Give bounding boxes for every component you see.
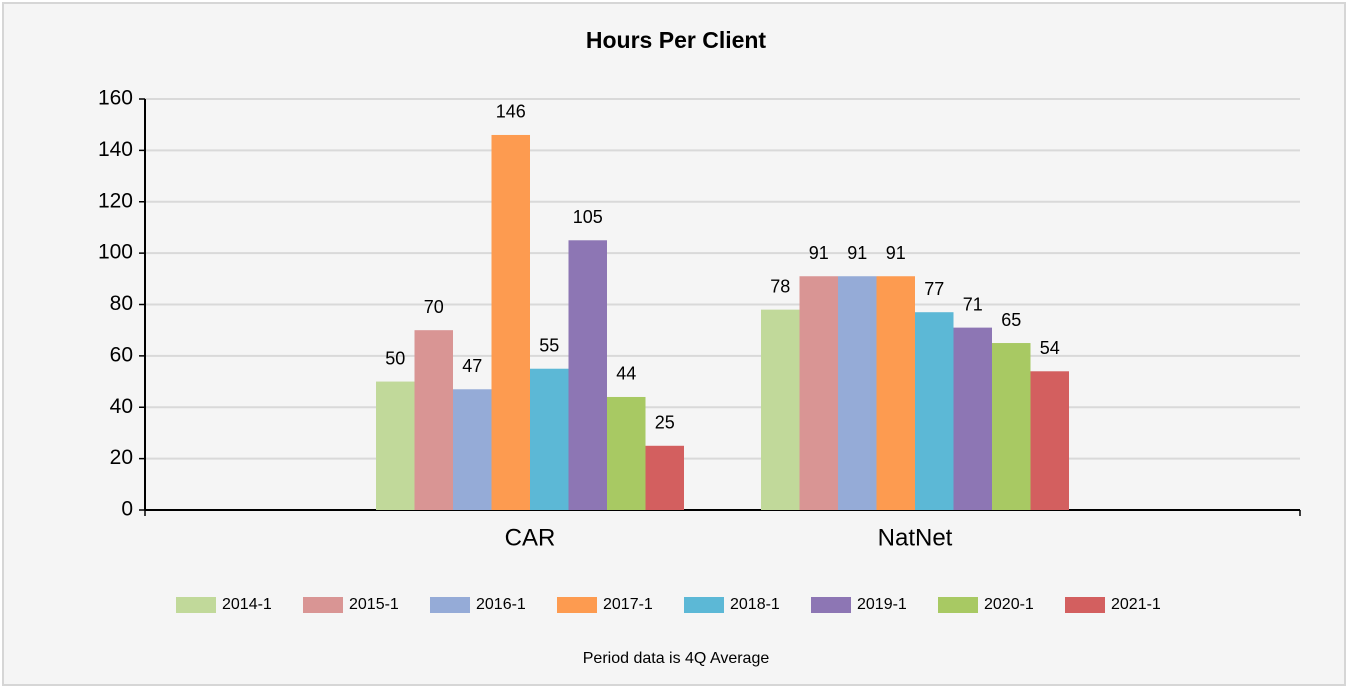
bar	[645, 445, 684, 510]
legend-label: 2014-1	[222, 596, 272, 613]
legend-label: 2016-1	[476, 596, 526, 613]
bar	[761, 309, 800, 510]
legend-label: 2017-1	[603, 596, 653, 613]
bar	[876, 276, 915, 510]
bar	[799, 276, 838, 510]
legend-label: 2015-1	[349, 596, 399, 613]
bar	[607, 396, 646, 510]
bar	[376, 381, 415, 510]
data-label: 146	[496, 102, 526, 122]
data-label: 91	[847, 243, 867, 263]
bar	[414, 330, 453, 510]
y-tick-label: 60	[110, 343, 133, 366]
data-label: 77	[924, 279, 944, 299]
data-label: 78	[770, 276, 790, 296]
y-tick-label: 40	[110, 395, 133, 418]
y-tick-label: 160	[98, 87, 133, 110]
bar	[915, 312, 954, 510]
legend-label: 2021-1	[1111, 596, 1161, 613]
legend-swatch	[303, 597, 343, 613]
y-tick-label: 100	[98, 241, 133, 264]
data-label: 55	[539, 335, 559, 355]
footnote: Period data is 4Q Average	[583, 650, 770, 667]
data-label: 105	[573, 207, 603, 227]
legend-swatch	[557, 597, 597, 613]
bar	[953, 327, 992, 510]
bar	[491, 134, 530, 510]
y-tick-label: 20	[110, 446, 133, 469]
legend-swatch	[1065, 597, 1105, 613]
bar	[838, 276, 877, 510]
bar	[992, 343, 1031, 510]
legend-label: 2020-1	[984, 596, 1034, 613]
legend-swatch	[430, 597, 470, 613]
data-label: 91	[886, 243, 906, 263]
bar	[530, 368, 569, 510]
data-label: 44	[616, 364, 636, 384]
legend-swatch	[176, 597, 216, 613]
chart-title: Hours Per Client	[586, 27, 767, 53]
y-tick-label: 0	[121, 498, 133, 521]
legend-swatch	[684, 597, 724, 613]
legend-label: 2018-1	[730, 596, 780, 613]
data-label: 50	[385, 348, 405, 368]
bar	[1030, 371, 1069, 510]
data-label: 25	[655, 413, 675, 433]
x-tick-label: CAR	[505, 524, 556, 551]
y-tick-label: 120	[98, 189, 133, 212]
legend-swatch	[811, 597, 851, 613]
data-label: 65	[1001, 310, 1021, 330]
bar	[453, 389, 492, 510]
y-tick-label: 80	[110, 292, 133, 315]
legend-label: 2019-1	[857, 596, 907, 613]
data-label: 91	[809, 243, 829, 263]
legend-swatch	[938, 597, 978, 613]
bar	[568, 240, 607, 510]
data-label: 47	[462, 356, 482, 376]
data-label: 70	[424, 297, 444, 317]
data-label: 71	[963, 294, 983, 314]
x-tick-label: NatNet	[878, 524, 953, 551]
data-label: 54	[1040, 338, 1060, 358]
y-tick-label: 140	[98, 138, 133, 161]
